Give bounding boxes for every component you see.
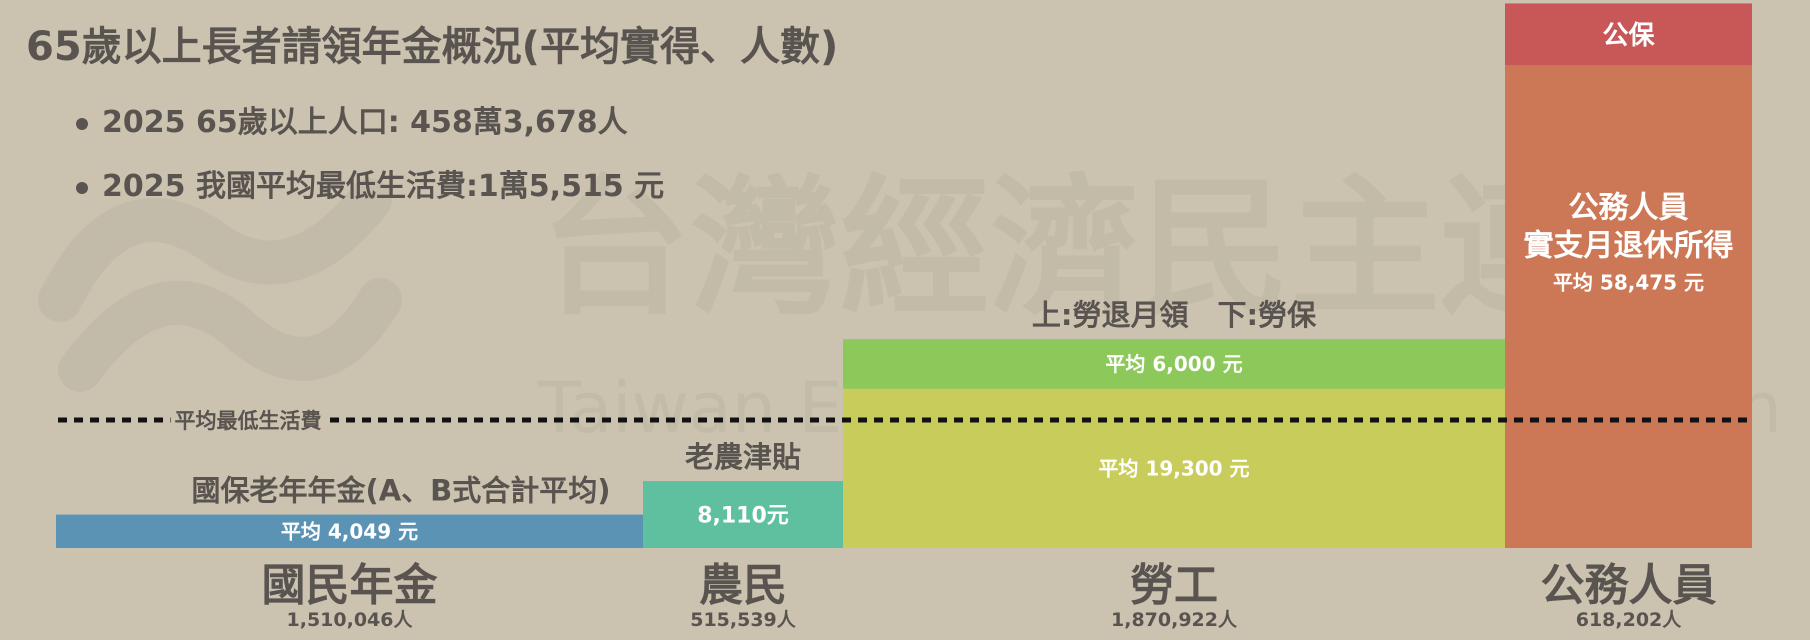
bar-segment-label: 平均 19,300 元 [1098,457,1249,481]
category-name: 農民 [699,560,787,611]
category-count: 1,870,922人 [1111,609,1238,631]
reference-line-label-bg [170,406,326,435]
bullet-population: 2025 65歲以上人口: 458萬3,678人 [76,98,664,162]
bar-segment [1505,65,1752,548]
bar-segment-label: 公保 [1602,21,1655,51]
category-count: 515,539人 [690,609,797,631]
bar-segment-label: 公務人員 [1569,190,1689,225]
category-name: 勞工 [1130,560,1218,611]
category-count: 618,202人 [1576,609,1683,631]
bar-top-label: 老農津貼 [685,440,801,474]
bullet-list: 2025 65歲以上人口: 458萬3,678人 2025 我國平均最低生活費:… [76,98,665,226]
bar-top-label: 國保老年年金(A、B式合計平均) [191,474,610,508]
bar-segment-label: 平均 58,475 元 [1553,270,1704,294]
category-name: 國民年金 [262,560,439,611]
bar-segment [56,514,643,548]
bar-segment [843,339,1505,389]
bullet-dot-icon [76,182,88,194]
bullet-min-living: 2025 我國平均最低生活費:1萬5,515 元 [76,162,665,226]
bar-segment [843,388,1505,548]
page-title: 65歲以上長者請領年金概況(平均實得、人數) [26,24,839,70]
category-name: 公務人員 [1541,560,1717,611]
bar-segment-label: 平均 4,049 元 [281,519,418,543]
bar-segment [1505,3,1752,66]
bullet-min-living-text: 2025 我國平均最低生活費:1萬5,515 元 [102,169,665,204]
bar-segment-label: 平均 6,000 元 [1105,352,1242,376]
bar-segment-label: 8,110元 [697,503,789,528]
bar-segment-label: 實支月退休所得 [1524,228,1734,263]
category-count: 1,510,046人 [287,609,414,631]
bullet-dot-icon [76,118,88,130]
bar-top-label: 上:勞退月領 下:勞保 [1032,298,1317,332]
bar-segment [643,481,843,548]
reference-line-label: 平均最低生活費 [175,409,322,433]
watermark-logo-icon [38,178,402,392]
bullet-population-text: 2025 65歲以上人口: 458萬3,678人 [102,105,628,140]
